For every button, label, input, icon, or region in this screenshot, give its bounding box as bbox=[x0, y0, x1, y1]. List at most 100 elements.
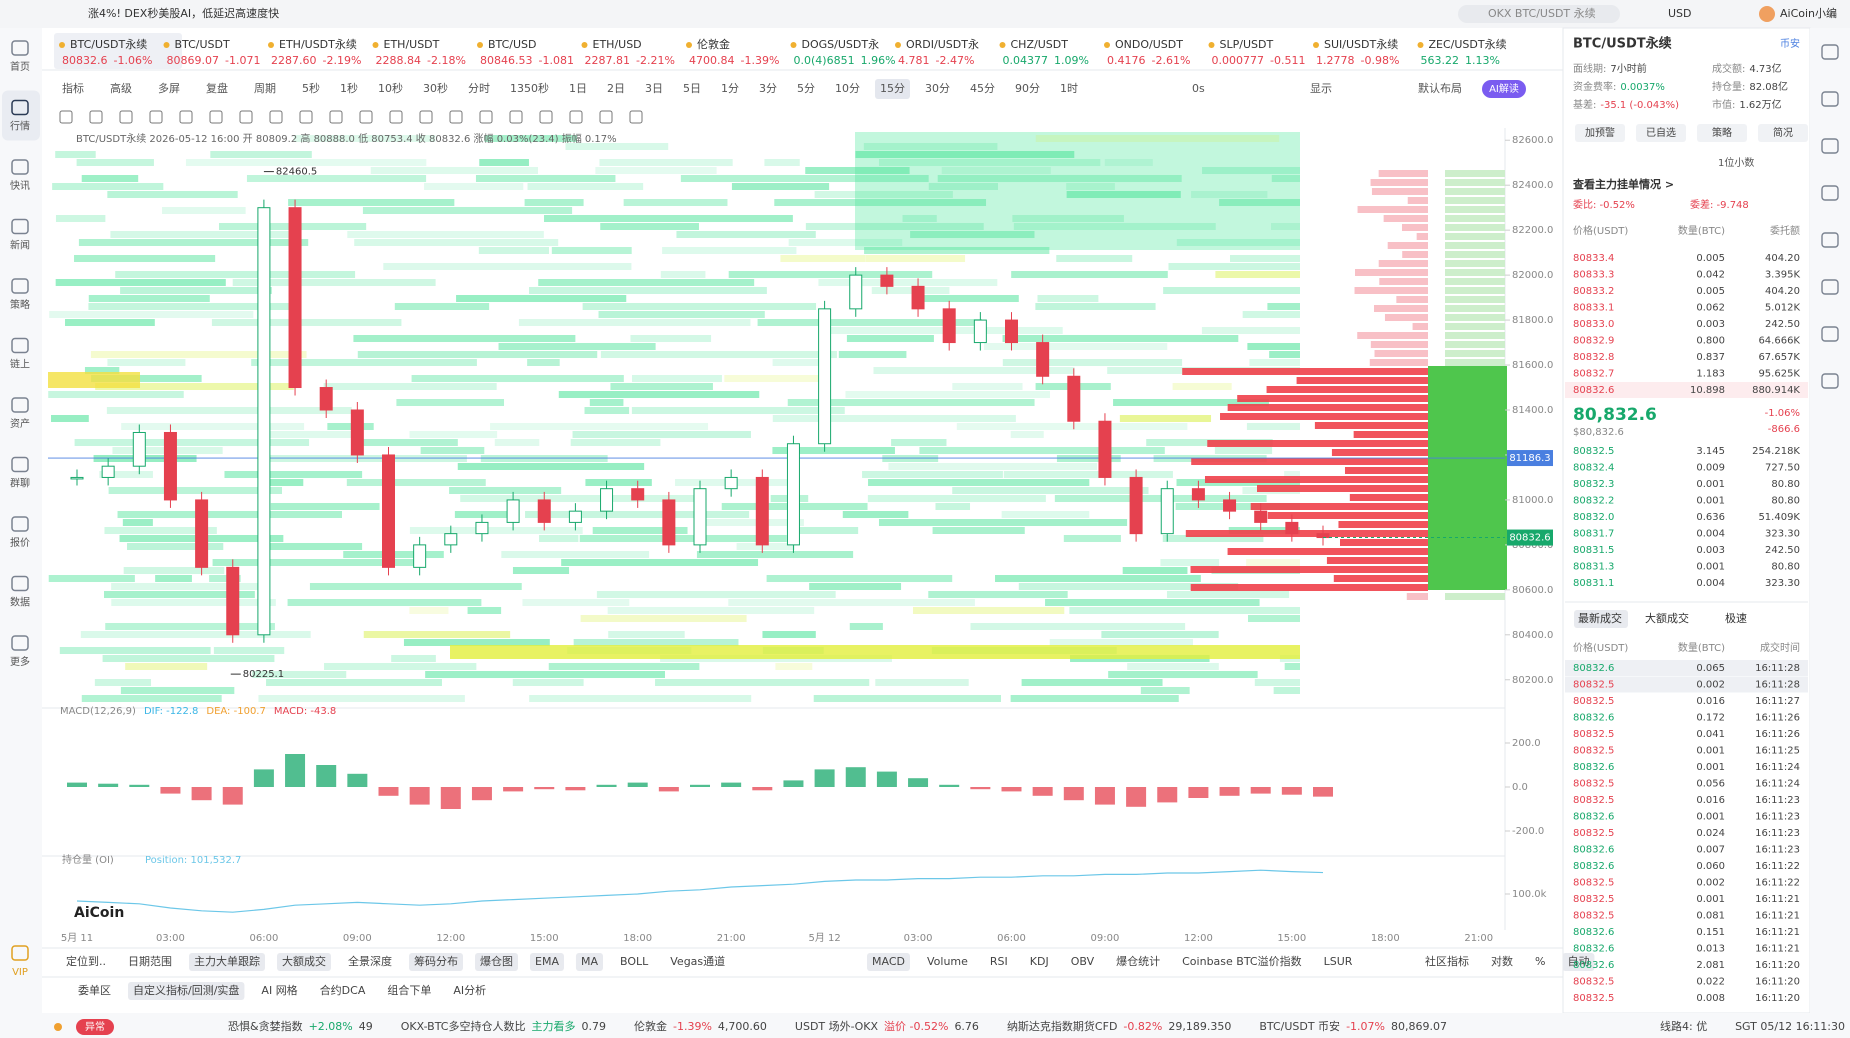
drawing-tool[interactable] bbox=[119, 110, 133, 124]
drawing-tool[interactable] bbox=[569, 110, 583, 124]
ai-label[interactable]: AI解读 bbox=[1489, 82, 1519, 95]
bottom-tab[interactable]: 自定义指标/回测/实盘 bbox=[133, 983, 239, 997]
toolbar-item[interactable]: 5分 bbox=[797, 82, 815, 95]
ticker-name[interactable]: ZEC/USDT永续 bbox=[1429, 37, 1507, 51]
toolbar-item[interactable]: 45分 bbox=[970, 82, 995, 95]
sidebar-icon[interactable] bbox=[11, 218, 29, 235]
bottom-tab[interactable]: 爆仓统计 bbox=[1116, 954, 1160, 968]
drawing-tool[interactable] bbox=[299, 110, 313, 124]
panel-button-label[interactable]: 策略 bbox=[1712, 126, 1732, 139]
side-icon[interactable] bbox=[1821, 185, 1839, 201]
toolbar-item[interactable]: 10秒 bbox=[378, 81, 403, 95]
sidebar-label[interactable]: 更多 bbox=[10, 655, 30, 668]
side-icon[interactable] bbox=[1821, 44, 1839, 60]
panel-button-label[interactable]: 已自选 bbox=[1646, 126, 1676, 139]
search-box[interactable] bbox=[1458, 5, 1620, 23]
side-icon[interactable] bbox=[1821, 138, 1839, 154]
sidebar-icon[interactable] bbox=[11, 397, 29, 413]
drawing-tool[interactable] bbox=[89, 110, 103, 124]
panel-exchange[interactable]: 币安 bbox=[1780, 37, 1800, 50]
drawing-tool[interactable] bbox=[239, 110, 253, 124]
sidebar-icon[interactable] bbox=[11, 945, 29, 961]
drawing-tool[interactable] bbox=[599, 110, 613, 124]
sidebar-icon[interactable] bbox=[11, 337, 29, 354]
ticker-name[interactable]: BTC/USDT永续 bbox=[70, 37, 147, 51]
ticker-name[interactable]: DOGS/USDT永 bbox=[802, 37, 880, 51]
panel-button[interactable] bbox=[1636, 124, 1686, 142]
toolbar-item[interactable]: 周期 bbox=[254, 82, 276, 95]
bottom-tab[interactable]: KDJ bbox=[1030, 955, 1049, 968]
bottom-tab[interactable]: 委单区 bbox=[78, 984, 111, 997]
ticker-name[interactable]: ONDO/USDT bbox=[1115, 38, 1183, 51]
drawing-tool[interactable] bbox=[269, 110, 283, 124]
toolbar-item[interactable]: 2日 bbox=[607, 82, 625, 95]
side-icon[interactable] bbox=[1821, 326, 1839, 342]
bottom-tab[interactable]: Vegas通道 bbox=[670, 954, 725, 968]
panel-button[interactable] bbox=[1575, 124, 1625, 142]
bottom-tab[interactable]: MA bbox=[581, 955, 598, 968]
currency[interactable]: USD bbox=[1668, 7, 1692, 20]
ticker-name[interactable]: ETH/USD bbox=[593, 38, 642, 51]
bottom-tab[interactable]: BOLL bbox=[620, 955, 649, 968]
drawing-tool[interactable] bbox=[539, 110, 553, 124]
sidebar-icon[interactable] bbox=[11, 159, 29, 175]
toolbar-item[interactable]: 15分 bbox=[880, 82, 905, 95]
sidebar-label[interactable]: 新闻 bbox=[10, 239, 30, 252]
bottom-tab[interactable]: 自动 bbox=[1567, 955, 1589, 968]
trade-tab[interactable]: 最新成交 bbox=[1578, 611, 1622, 625]
drawing-tool[interactable] bbox=[209, 110, 223, 124]
sidebar-label[interactable]: 资产 bbox=[10, 417, 30, 430]
ticker-name[interactable]: 伦敦金 bbox=[697, 37, 730, 51]
sidebar-icon[interactable] bbox=[11, 99, 29, 116]
sidebar-icon[interactable] bbox=[11, 278, 29, 294]
trade-tab[interactable]: 极速 bbox=[1725, 611, 1747, 625]
bottom-tab[interactable]: 日期范围 bbox=[128, 954, 172, 968]
ticker-name[interactable]: CHZ/USDT bbox=[1011, 38, 1069, 51]
side-icon[interactable] bbox=[1821, 279, 1839, 295]
drawing-tool[interactable] bbox=[449, 110, 463, 124]
bottom-tab[interactable]: EMA bbox=[535, 955, 559, 968]
bottom-tab[interactable]: 爆仓图 bbox=[480, 954, 513, 968]
bottom-tab[interactable]: 全景深度 bbox=[348, 954, 392, 968]
sidebar-label[interactable]: 报价 bbox=[10, 536, 30, 549]
toolbar-item[interactable]: 1日 bbox=[569, 82, 587, 95]
drawing-tool[interactable] bbox=[59, 110, 73, 124]
bottom-tab[interactable]: 组合下单 bbox=[387, 983, 431, 997]
sidebar-icon[interactable] bbox=[11, 516, 29, 532]
toolbar-item[interactable]: 5日 bbox=[683, 82, 701, 95]
toolbar-item[interactable]: 高级 bbox=[110, 81, 132, 95]
sidebar-icon[interactable] bbox=[11, 456, 29, 473]
depth-link[interactable]: 查看主力挂单情况 > bbox=[1573, 177, 1674, 191]
bottom-tab[interactable]: RSI bbox=[990, 955, 1008, 968]
toolbar-item[interactable]: 30分 bbox=[925, 82, 950, 95]
sidebar-label[interactable]: 群聊 bbox=[10, 477, 30, 490]
bottom-tab[interactable]: 合约DCA bbox=[320, 983, 366, 997]
bottom-tab[interactable]: 大额成交 bbox=[282, 954, 326, 968]
ticker-name[interactable]: BTC/USDT bbox=[175, 38, 231, 51]
side-icon[interactable] bbox=[1821, 91, 1839, 107]
precision[interactable]: 1位小数 bbox=[1718, 156, 1754, 169]
drawing-tool[interactable] bbox=[509, 110, 523, 124]
bottom-tab[interactable]: 筹码分布 bbox=[414, 954, 458, 968]
toolbar-item[interactable]: 1时 bbox=[1060, 82, 1078, 95]
toolbar-item[interactable]: 3分 bbox=[759, 82, 777, 95]
drawing-tool[interactable] bbox=[149, 110, 163, 124]
toolbar-item[interactable]: 分时 bbox=[468, 82, 490, 95]
bottom-tab[interactable]: 对数 bbox=[1491, 954, 1513, 968]
sidebar-label[interactable]: VIP bbox=[12, 967, 28, 978]
toolbar-item[interactable]: 1秒 bbox=[340, 81, 358, 95]
ticker-name[interactable]: BTC/USD bbox=[488, 38, 537, 51]
bottom-tab[interactable]: OBV bbox=[1071, 955, 1095, 968]
drawing-tool[interactable] bbox=[359, 110, 373, 124]
drawing-tool[interactable] bbox=[329, 110, 343, 124]
bottom-tab[interactable]: 主力大单跟踪 bbox=[194, 954, 260, 968]
bottom-tab[interactable]: Volume bbox=[927, 955, 968, 968]
toolbar-item[interactable]: 1分 bbox=[721, 82, 739, 95]
panel-button[interactable] bbox=[1758, 124, 1808, 142]
toolbar-item[interactable]: 3日 bbox=[645, 82, 663, 95]
trade-tab[interactable]: 大额成交 bbox=[1645, 611, 1689, 625]
bottom-tab[interactable]: MACD bbox=[872, 955, 905, 968]
panel-button-label[interactable]: 加预警 bbox=[1585, 126, 1615, 139]
bottom-tab[interactable]: AI 网格 bbox=[261, 983, 297, 997]
toolbar-item[interactable]: 5秒 bbox=[302, 81, 320, 95]
